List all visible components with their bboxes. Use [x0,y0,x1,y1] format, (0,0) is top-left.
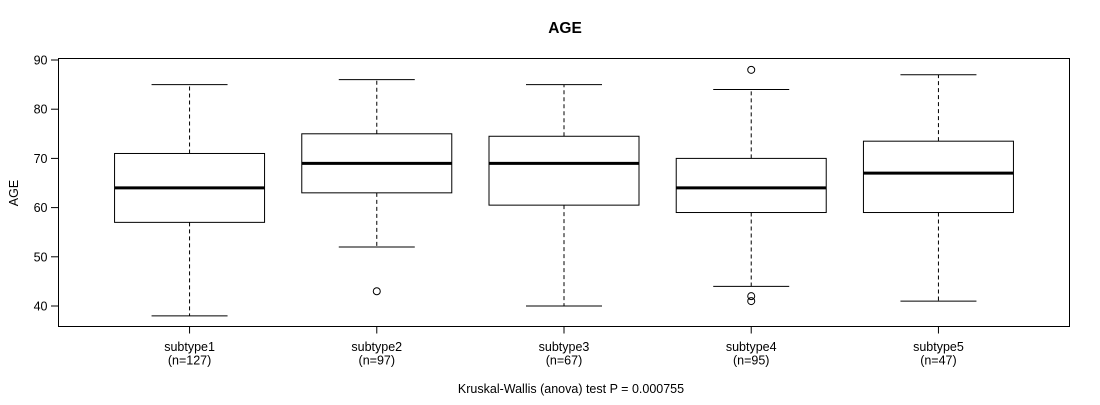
y-axis-title: AGE [7,180,21,206]
iqr-box [488,135,640,206]
x-count-label: (n=47) [920,354,956,368]
outlier-point [372,287,381,296]
chart-title: AGE [548,20,582,37]
y-tick-label: 70 [34,152,48,166]
x-count-label: (n=67) [546,354,582,368]
y-tick-label: 50 [34,250,48,264]
x-count-label: (n=95) [733,354,769,368]
y-tick-label: 80 [34,103,48,117]
outlier-point [747,65,756,74]
x-category-label: subtype3 [539,340,590,354]
iqr-box [675,157,827,214]
x-category-label: subtype4 [726,340,777,354]
outlier-point [747,297,756,306]
y-tick-label: 40 [34,300,48,314]
iqr-box [862,140,1014,214]
plot-area: 40 50 60 70 80 90 subtype1(n=127) subtype2(n=97… [34,54,1070,368]
y-tick-label: 60 [34,201,48,215]
y-tick-label: 90 [34,54,48,68]
x-count-label: (n=97) [359,354,395,368]
x-count-label: (n=127) [168,354,211,368]
x-category-label: subtype1 [164,340,215,354]
footer-annotation: Kruskal-Wallis (anova) test P = 0.000755 [458,382,684,396]
x-category-label: subtype2 [351,340,402,354]
x-category-label: subtype5 [913,340,964,354]
outlier-point [747,292,756,301]
